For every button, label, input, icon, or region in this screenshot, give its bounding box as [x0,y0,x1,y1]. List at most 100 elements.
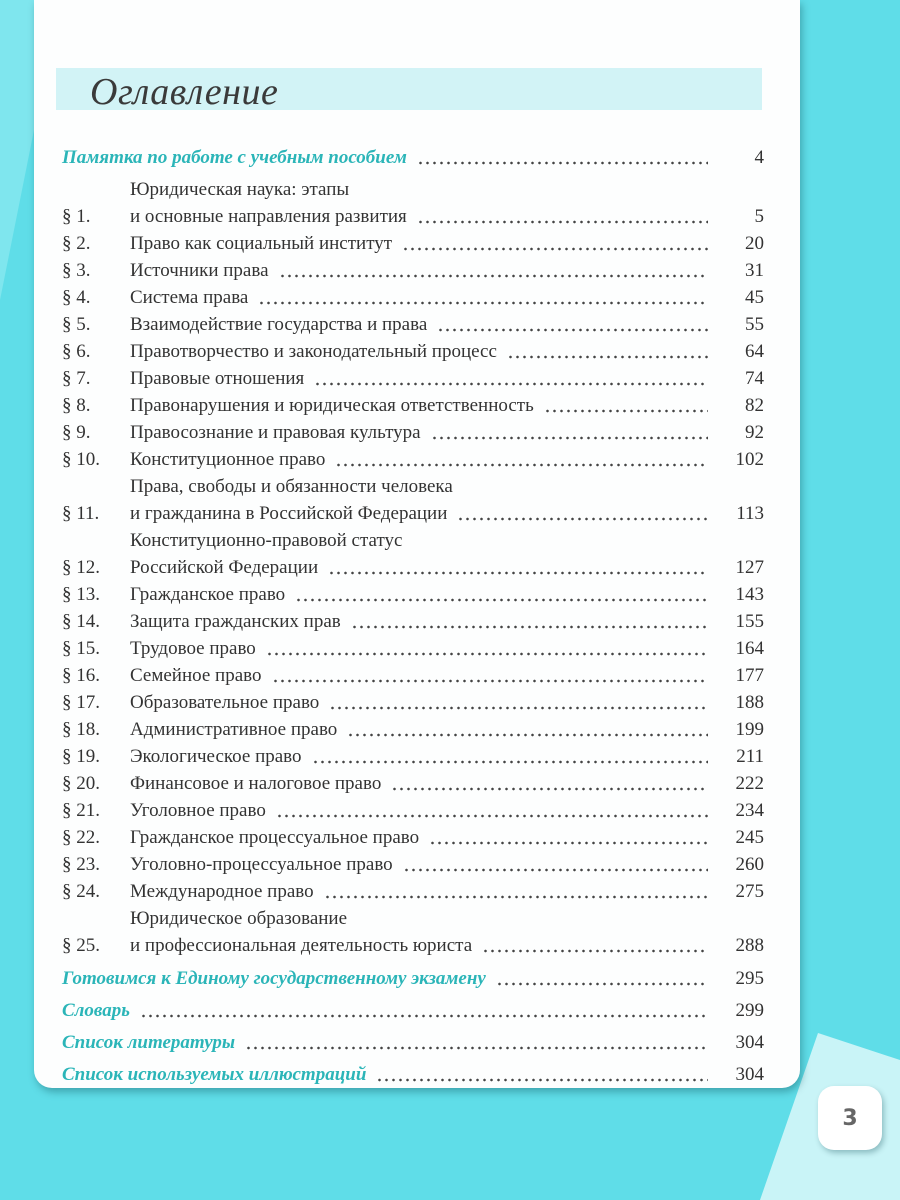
page-ref: 288 [735,935,765,956]
toc-entry[interactable]: § 13. Гражданское право 143 [62,581,764,608]
toc-entry[interactable]: § 2. Право как социальный институт 20 [62,230,764,257]
toc-entry[interactable]: § 5. Взаимодействие государства и права 55 [62,311,764,338]
dot-leader [265,635,708,662]
dot-leader [495,965,708,992]
section-number: § 25. [62,935,100,956]
page-ref: 127 [735,557,765,578]
page-ref: 155 [735,611,765,632]
page-ref: 211 [736,746,764,767]
entry-title: Готовимся к Единому государственному экз… [62,968,486,989]
page-ref: 199 [735,719,765,740]
toc-entry[interactable]: § 11. Права, свободы и обязанности челове… [62,473,764,527]
dot-leader [429,824,708,851]
heading-band [56,68,762,110]
page-ref: 245 [735,827,765,848]
section-number: § 1. [62,206,91,227]
entry-title: и основные направления развития [130,206,407,227]
entry-title: Юридическое образование [130,908,348,929]
section-number: § 17. [62,692,100,713]
toc-entry[interactable]: § 4. Система права 45 [62,284,764,311]
page-number-badge: 3 [818,1086,882,1150]
toc-entry[interactable]: § 12. Конституционно-правовой статус Росси… [62,527,764,581]
entry-title: Финансовое и налоговое право [130,773,382,794]
dot-leader [139,997,708,1024]
dot-leader [278,257,708,284]
entry-title: Экологическое право [130,746,302,767]
dot-leader [347,716,708,743]
entry-title: Российской Федерации [130,557,319,578]
dot-leader [430,419,708,446]
entry-title: Права, свободы и обязанности человека [130,476,453,497]
dot-leader [329,689,708,716]
entry-title: Уголовно-процессуальное право [130,854,393,875]
dot-leader [402,851,708,878]
toc-entry[interactable]: § 24. Международное право 275 [62,878,764,905]
dot-leader [258,284,708,311]
dot-leader [437,311,708,338]
toc-entry[interactable]: § 17. Образовательное право 188 [62,689,764,716]
page-ref: 31 [745,260,764,281]
entry-title: Взаимодействие государства и права [130,314,428,335]
entry-title: Источники права [130,260,269,281]
page-ref: 4 [754,147,765,168]
toc-entry[interactable]: § 22. Гражданское процессуальное право 245 [62,824,764,851]
dot-leader [275,797,708,824]
dot-leader [271,662,708,689]
toc-entry[interactable]: Словарь 299 [62,997,764,1024]
toc-entry[interactable]: § 18. Административное право 199 [62,716,764,743]
toc-entry[interactable]: § 21. Уголовное право 234 [62,797,764,824]
toc-entry[interactable]: § 25. Юридическое образование и профессион… [62,905,764,959]
toc-entry[interactable]: Памятка по работе с учебным пособием 4 [62,144,764,171]
page-ref: 188 [735,692,765,713]
page-ref: 304 [735,1032,765,1053]
toc-entry[interactable]: § 3. Источники права 31 [62,257,764,284]
page-ref: 92 [745,422,764,443]
section-number: § 4. [62,287,91,308]
page-ref: 45 [745,287,764,308]
toc-entry[interactable]: Список используемых иллюстраций 304 [62,1061,764,1088]
section-number: § 19. [62,746,100,767]
toc-entry[interactable]: § 19. Экологическое право 211 [62,743,764,770]
entry-title: Гражданское право [130,584,286,605]
toc-entry[interactable]: Готовимся к Единому государственному экз… [62,965,764,992]
section-number: § 23. [62,854,100,875]
dot-leader [416,144,708,171]
page-ref: 64 [745,341,764,362]
section-number: § 6. [62,341,91,362]
toc-entry[interactable]: § 10. Конституционное право 102 [62,446,764,473]
toc-entry[interactable]: § 6. Правотворчество и законодательный пр… [62,338,764,365]
entry-title: и профессиональная деятельность юриста [130,935,473,956]
section-number: § 21. [62,800,100,821]
entry-title: Уголовное право [130,800,266,821]
entry-title: Трудовое право [130,638,256,659]
entry-title: Международное право [130,881,314,902]
toc-entry[interactable]: Список литературы 304 [62,1029,764,1056]
toc-entry[interactable]: § 15. Трудовое право 164 [62,635,764,662]
table-of-contents: Памятка по работе с учебным пособием 4 § 1… [62,144,764,1093]
toc-entry[interactable]: § 20. Финансовое и налоговое право 222 [62,770,764,797]
toc-entry[interactable]: § 14. Защита гражданских прав 155 [62,608,764,635]
toc-entry[interactable]: § 23. Уголовно-процессуальное право 260 [62,851,764,878]
entry-title: Правовые отношения [130,368,305,389]
entry-title: Список литературы [62,1032,236,1053]
page-ref: 5 [754,206,765,227]
section-number: § 3. [62,260,91,281]
section-number: § 22. [62,827,100,848]
toc-entry[interactable]: § 1. Юридическая наука: этапы и основные н… [62,176,764,230]
dot-leader [311,743,708,770]
section-number: § 10. [62,449,100,470]
entry-title: Конституционно-правовой статус [130,530,403,551]
page-ref: 295 [735,968,765,989]
entry-title: Памятка по работе с учебным пособием [62,147,407,168]
section-number: § 20. [62,773,100,794]
dot-leader [543,392,708,419]
toc-entry[interactable]: § 7. Правовые отношения 74 [62,365,764,392]
toc-entry[interactable]: § 16. Семейное право 177 [62,662,764,689]
dot-leader [416,203,708,230]
section-number: § 15. [62,638,100,659]
entry-title: Конституционное право [130,449,326,470]
toc-entry[interactable]: § 9. Правосознание и правовая культура 92 [62,419,764,446]
page-ref: 113 [736,503,764,524]
toc-entry[interactable]: § 8. Правонарушения и юридическая ответст… [62,392,764,419]
section-number: § 8. [62,395,91,416]
